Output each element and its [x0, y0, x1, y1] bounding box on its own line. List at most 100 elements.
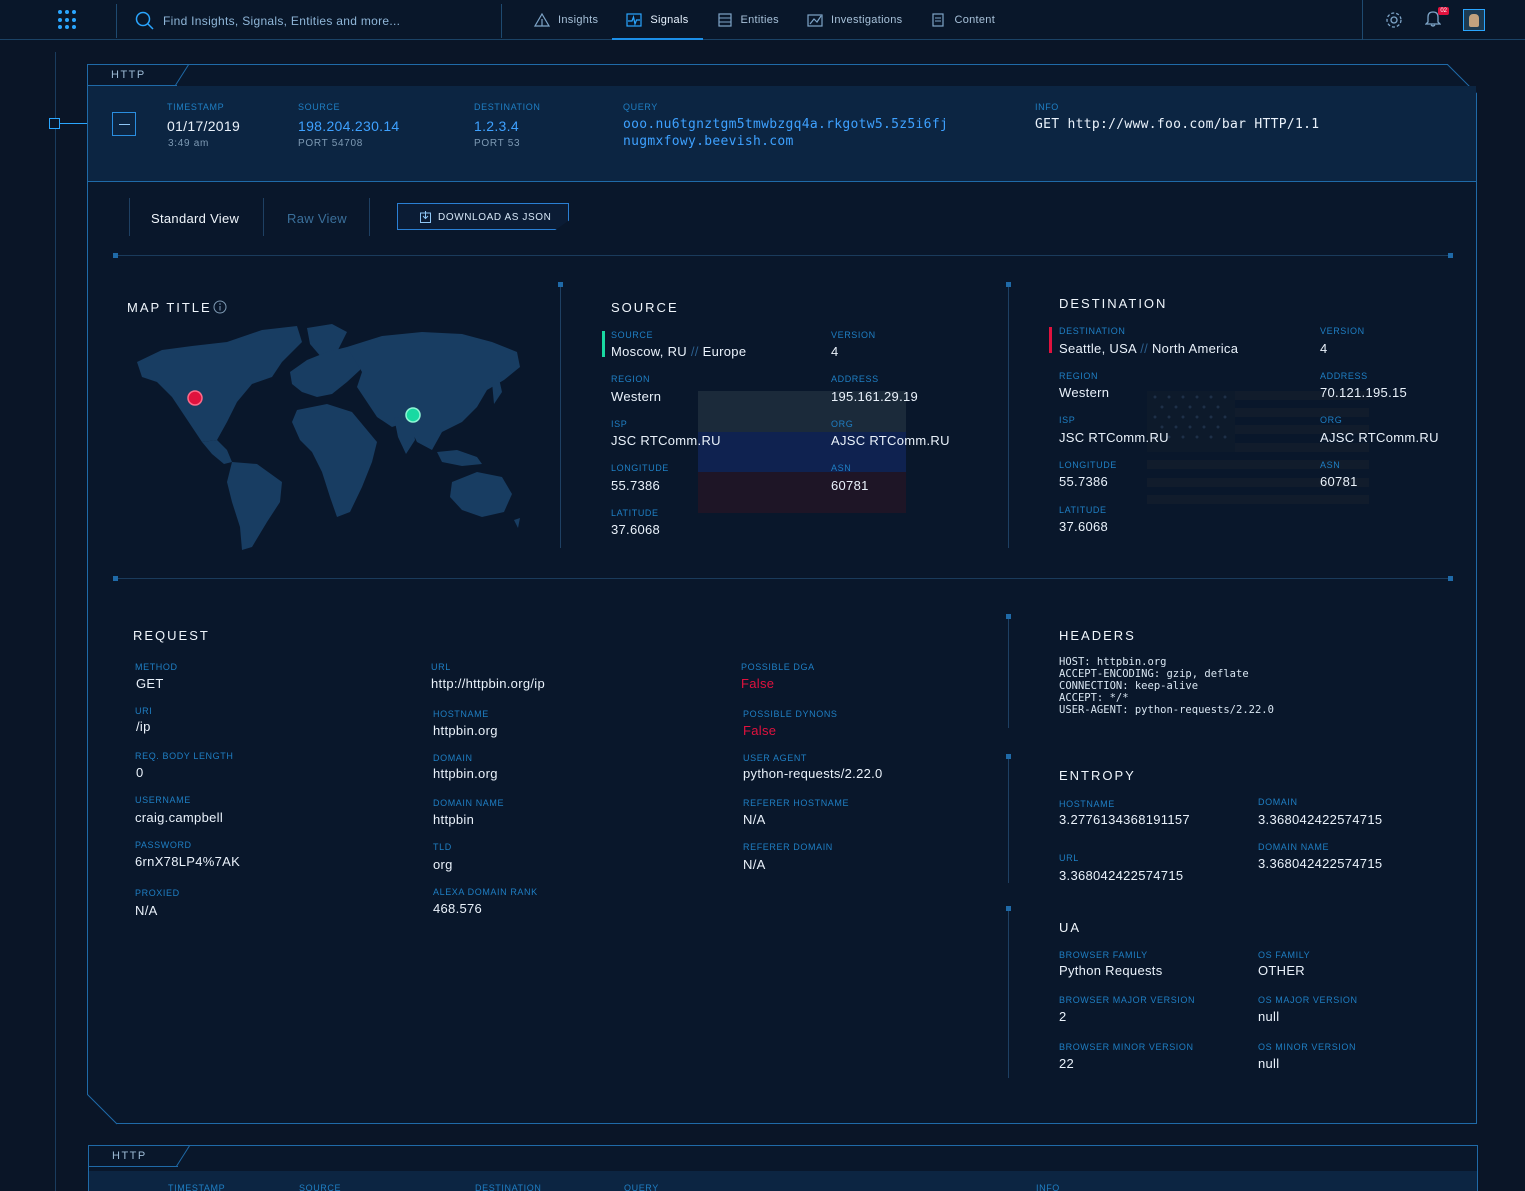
- gear-icon[interactable]: [1385, 11, 1403, 29]
- info-icon[interactable]: [213, 300, 227, 314]
- domain-name-label: DOMAIN NAME: [433, 798, 505, 808]
- version-label: VERSION: [1320, 326, 1365, 336]
- source-geo-title: SOURCE: [611, 300, 679, 315]
- username-value: craig.campbell: [135, 810, 224, 825]
- divider: [1006, 614, 1011, 728]
- info-value: GET http://www.foo.com/bar HTTP/1.1: [1035, 117, 1320, 132]
- divider: [1006, 754, 1011, 883]
- body-length-value: 0: [136, 765, 144, 780]
- destination-port: PORT 53: [474, 138, 521, 149]
- browser-minor-value: 22: [1059, 1056, 1075, 1071]
- notifications-button[interactable]: 02: [1424, 6, 1449, 32]
- dynons-value: False: [743, 723, 777, 738]
- latitude-label: LATITUDE: [1059, 505, 1107, 515]
- investigations-icon: [807, 14, 823, 27]
- tab-standard-view[interactable]: Standard View: [151, 211, 240, 226]
- tab-raw-view[interactable]: Raw View: [287, 211, 347, 226]
- download-json-button[interactable]: DOWNLOAD AS JSON: [397, 203, 569, 230]
- region-value: Western: [611, 389, 662, 404]
- location-separator: //: [1140, 341, 1149, 356]
- entropy-url-value: 3.368042422574715: [1059, 868, 1184, 883]
- password-value: 6rnX78LP4%7AK: [135, 854, 241, 869]
- card2-type-label: HTTP: [112, 1150, 147, 1162]
- entropy-domain-name-value: 3.368042422574715: [1258, 856, 1383, 871]
- world-map[interactable]: [132, 322, 524, 552]
- uri-value: /ip: [136, 719, 151, 734]
- destination-label: DESTINATION: [474, 102, 541, 112]
- avatar[interactable]: [1463, 9, 1485, 31]
- source-marker[interactable]: [405, 407, 421, 423]
- tab-insights[interactable]: Insights: [520, 0, 612, 40]
- card2-query-label: QUERY: [624, 1183, 659, 1191]
- card-corner-bl: [87, 1094, 118, 1125]
- source-accent: [602, 331, 605, 357]
- version-value: 4: [1320, 341, 1328, 356]
- latitude-label: LATITUDE: [611, 508, 659, 518]
- destination-marker[interactable]: [187, 390, 203, 406]
- query-label: QUERY: [623, 102, 658, 112]
- isp-label: ISP: [1059, 415, 1076, 425]
- tab-label: Entities: [740, 14, 779, 26]
- referer-hostname-label: REFERER HOSTNAME: [743, 798, 850, 808]
- app-grid-icon[interactable]: [58, 10, 78, 30]
- divider: [113, 576, 1453, 581]
- ua-title: UA: [1059, 920, 1082, 935]
- referer-domain-value: N/A: [743, 857, 766, 872]
- headers-title: HEADERS: [1059, 628, 1136, 643]
- signal-card-2: [88, 1145, 1478, 1191]
- location-separator: //: [690, 344, 699, 359]
- signal-card: [87, 64, 1477, 1124]
- tld-label: TLD: [433, 842, 452, 852]
- tab-investigations[interactable]: Investigations: [793, 0, 916, 40]
- url-label: URL: [431, 662, 451, 672]
- tab-signals[interactable]: Signals: [612, 0, 703, 40]
- org-value: AJSC RTComm.RU: [831, 433, 950, 448]
- topbar-actions: 02: [1362, 0, 1485, 40]
- version-value: 4: [831, 344, 839, 359]
- uri-label: URI: [135, 706, 153, 716]
- collapse-button[interactable]: [112, 112, 136, 136]
- entropy-url-label: URL: [1059, 853, 1079, 863]
- global-search[interactable]: Find Insights, Signals, Entities and mor…: [116, 4, 502, 38]
- source-ip-link[interactable]: 198.204.230.14: [298, 118, 400, 134]
- query-line-2[interactable]: nugmxfowy.beevish.com: [623, 134, 794, 149]
- timeline-node[interactable]: [49, 118, 60, 129]
- signal-summary: [88, 86, 1476, 182]
- dynons-label: POSSIBLE DYNONS: [743, 709, 838, 719]
- entropy-domain-value: 3.368042422574715: [1258, 812, 1383, 827]
- source-city: Moscow, RU: [611, 344, 687, 359]
- info-label: INFO: [1035, 102, 1059, 112]
- password-label: PASSWORD: [135, 840, 192, 850]
- domain-value: httpbin.org: [433, 766, 498, 781]
- entities-icon: [717, 13, 732, 27]
- destination-geo-title: DESTINATION: [1059, 296, 1168, 311]
- source-port: PORT 54708: [298, 138, 364, 149]
- asn-value: 60781: [831, 478, 869, 493]
- region-label: REGION: [611, 374, 651, 384]
- hostname-value: httpbin.org: [433, 723, 498, 738]
- region-value: Western: [1059, 385, 1110, 400]
- longitude-label: LONGITUDE: [1059, 460, 1117, 470]
- browser-family-value: Python Requests: [1059, 963, 1163, 978]
- destination-ip-link[interactable]: 1.2.3.4: [474, 118, 519, 134]
- tab-content[interactable]: Content: [916, 0, 1009, 40]
- method-label: METHOD: [135, 662, 178, 672]
- card2-source-label: SOURCE: [299, 1183, 342, 1191]
- destination-city: Seattle, USA: [1059, 341, 1137, 356]
- search-input[interactable]: Find Insights, Signals, Entities and mor…: [163, 14, 401, 28]
- latitude-value: 37.6068: [611, 522, 661, 537]
- isp-label: ISP: [611, 419, 628, 429]
- os-minor-value: null: [1258, 1056, 1280, 1071]
- browser-family-label: BROWSER FAMILY: [1059, 950, 1148, 960]
- timestamp-label: TIMESTAMP: [167, 102, 225, 112]
- entropy-hostname-label: HOSTNAME: [1059, 799, 1115, 809]
- tab-entities[interactable]: Entities: [703, 0, 793, 40]
- asn-label: ASN: [831, 463, 852, 473]
- destination-region: North America: [1151, 341, 1239, 356]
- user-agent-label: USER AGENT: [743, 753, 808, 763]
- os-major-value: null: [1258, 1009, 1280, 1024]
- org-value: AJSC RTComm.RU: [1320, 430, 1439, 445]
- divider: [1006, 906, 1011, 1078]
- latitude-value: 37.6068: [1059, 519, 1109, 534]
- query-line-1[interactable]: ooo.nu6tgnztgm5tmwbzgq4a.rkgotw5.5z5i6fj: [623, 117, 949, 132]
